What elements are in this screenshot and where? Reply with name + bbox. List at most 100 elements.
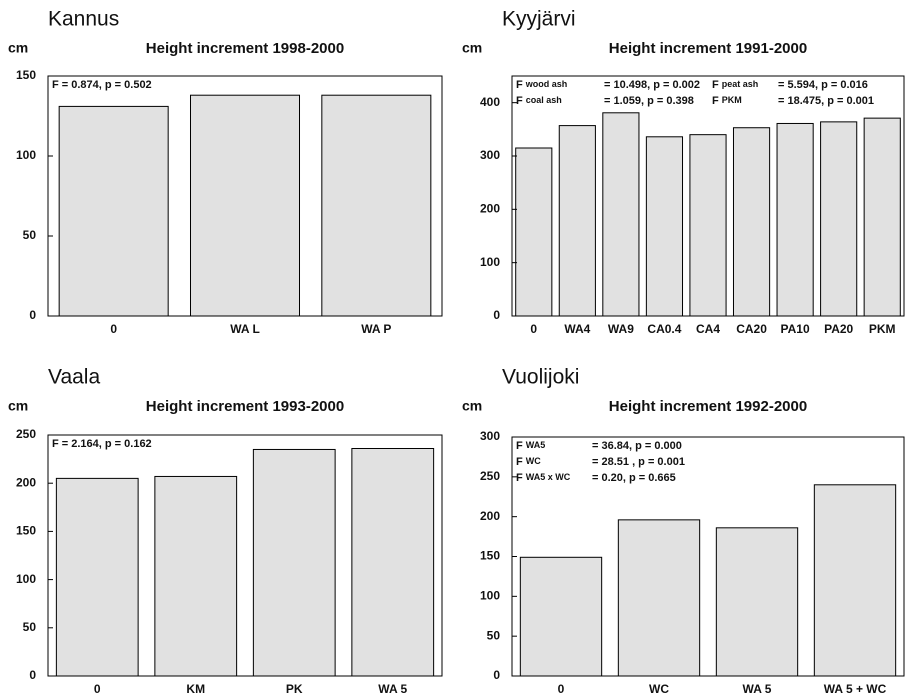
bar xyxy=(813,484,897,677)
y-tick-label: 100 xyxy=(480,255,500,269)
annotation-subscript: WC xyxy=(526,456,541,466)
plot-frame xyxy=(47,434,443,677)
bar xyxy=(715,527,799,677)
y-tick-label: 100 xyxy=(480,589,500,603)
annotation-text: = 28.51 , p = 0.001 xyxy=(592,456,685,468)
annotation-text: = 10.498, p = 0.002 xyxy=(604,79,700,91)
y-tick-label: 100 xyxy=(16,148,36,162)
y-tick-label: 150 xyxy=(16,68,36,82)
bar xyxy=(58,105,169,317)
y-tick-label: 0 xyxy=(493,668,500,682)
x-tick-label: CA0.4 xyxy=(647,322,681,336)
annotation-text: = 36.84, p = 0.000 xyxy=(592,440,682,452)
y-tick-label: 0 xyxy=(493,308,500,322)
annotation-symbol: F xyxy=(712,95,719,107)
y-tick-label: 100 xyxy=(16,572,36,586)
annotation-subscript: WA5 xyxy=(526,440,546,450)
bar xyxy=(154,475,238,677)
annotation: F WA5 = 36.84, p = 0.000 xyxy=(516,440,682,452)
chart-title: Height increment 1993-2000 xyxy=(146,398,344,415)
annotation-text: = 0.20, p = 0.665 xyxy=(592,472,676,484)
x-tick-label: 0 xyxy=(558,682,565,696)
x-tick-label: WA9 xyxy=(608,322,634,336)
y-axis-label: cm xyxy=(462,40,482,56)
y-tick-label: 250 xyxy=(16,427,36,441)
bar xyxy=(732,127,771,317)
y-tick-label: 0 xyxy=(29,308,36,322)
plot-frame xyxy=(511,75,905,317)
y-tick-label: 200 xyxy=(16,475,36,489)
site-title: Kannus xyxy=(48,8,119,31)
annotation-symbol: F xyxy=(516,472,523,484)
x-tick-label: WC xyxy=(649,682,669,696)
annotation: F WA5 x WC = 0.20, p = 0.665 xyxy=(516,472,676,484)
y-tick-label: 300 xyxy=(480,148,500,162)
bar xyxy=(519,556,603,677)
bar xyxy=(515,147,553,317)
chart-title: Height increment 1998-2000 xyxy=(146,40,344,57)
annotation: F = 2.164, p = 0.162 xyxy=(52,438,152,450)
annotation-symbol: F xyxy=(516,440,523,452)
bar xyxy=(776,122,814,317)
bar xyxy=(351,447,435,677)
x-tick-label: WA 5 xyxy=(378,682,407,696)
bar xyxy=(602,112,640,317)
annotation-text: = 18.475, p = 0.001 xyxy=(778,95,874,107)
annotation-subscript: WA5 x WC xyxy=(526,472,571,482)
y-tick-label: 300 xyxy=(480,429,500,443)
y-axis-label: cm xyxy=(8,398,28,414)
x-tick-label: WA L xyxy=(230,322,260,336)
site-title: Kyyjärvi xyxy=(502,8,576,31)
annotation-subscript: wood ash xyxy=(525,79,568,89)
y-tick-label: 50 xyxy=(23,228,37,242)
bar xyxy=(558,125,596,317)
x-tick-label: PA20 xyxy=(824,322,853,336)
bar xyxy=(863,117,901,317)
x-tick-label: WA4 xyxy=(564,322,590,336)
bar xyxy=(645,136,684,317)
chart-title: Height increment 1992-2000 xyxy=(609,398,807,415)
plot-frame xyxy=(511,436,905,677)
annotation: F = 0.874, p = 0.502 xyxy=(52,79,152,91)
annotation-subscript: PKM xyxy=(722,95,742,105)
annotation: F PKM = 18.475, p = 0.001 xyxy=(712,95,874,107)
y-tick-label: 150 xyxy=(16,524,36,538)
y-tick-label: 150 xyxy=(480,549,500,563)
y-tick-label: 50 xyxy=(23,620,37,634)
annotation: F WC = 28.51 , p = 0.001 xyxy=(516,456,685,468)
x-tick-label: KM xyxy=(186,682,205,696)
bar xyxy=(55,477,139,677)
bar xyxy=(189,94,301,317)
annotation-symbol: F xyxy=(516,456,523,468)
plot-frame xyxy=(47,75,443,317)
y-tick-label: 400 xyxy=(480,95,500,109)
site-title: Vuolijoki xyxy=(502,366,579,389)
bar xyxy=(689,134,727,317)
y-tick-label: 200 xyxy=(480,509,500,523)
x-tick-label: CA4 xyxy=(696,322,720,336)
bar xyxy=(252,448,336,677)
site-title: Vaala xyxy=(48,366,100,389)
x-tick-label: PK xyxy=(286,682,303,696)
x-tick-label: WA 5 + WC xyxy=(824,682,887,696)
bar xyxy=(820,121,858,317)
x-tick-label: CA20 xyxy=(736,322,767,336)
x-tick-label: PA10 xyxy=(781,322,810,336)
x-tick-label: WA 5 xyxy=(743,682,772,696)
x-tick-label: PKM xyxy=(869,322,896,336)
annotation-symbol: F xyxy=(516,95,523,107)
annotation-symbol: F xyxy=(712,79,719,91)
y-tick-label: 250 xyxy=(480,469,500,483)
bar xyxy=(617,519,701,677)
y-axis-label: cm xyxy=(8,40,28,56)
y-tick-label: 0 xyxy=(29,668,36,682)
x-tick-label: 0 xyxy=(94,682,101,696)
x-tick-label: 0 xyxy=(530,322,537,336)
annotation-symbol: F xyxy=(516,79,523,91)
annotation-subscript: coal ash xyxy=(526,95,562,105)
x-tick-label: WA P xyxy=(361,322,391,336)
